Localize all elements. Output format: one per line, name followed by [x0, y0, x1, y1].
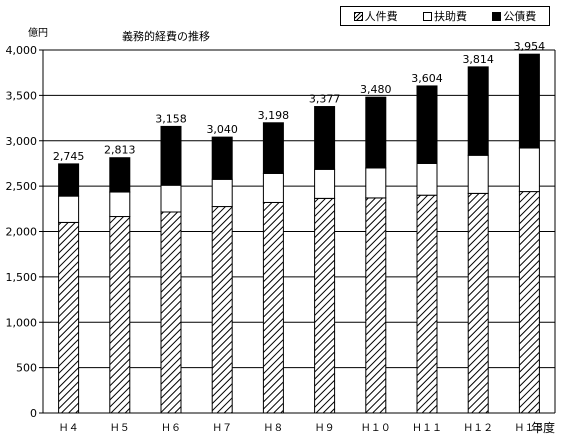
y-tick-label: 500 — [16, 362, 37, 375]
bar-segment-debt — [467, 66, 489, 156]
bar-segment-personnel — [314, 197, 336, 414]
total-data-label: 3,377 — [309, 93, 341, 106]
x-tick-label: Ｈ８ — [263, 423, 283, 434]
total-data-label: 3,158 — [155, 112, 187, 125]
bar-segment-assistance — [365, 167, 387, 199]
bar-segment-personnel — [365, 197, 387, 414]
x-tick-label: Ｈ７ — [212, 423, 232, 434]
x-tick-label: Ｈ４ — [59, 423, 79, 434]
y-tick-label: 3,500 — [6, 89, 38, 102]
chart-title: 義務的経費の推移 — [122, 30, 210, 43]
bar-segment-debt — [365, 96, 387, 169]
bar-segment-debt — [211, 136, 233, 180]
bar-segment-assistance — [467, 154, 489, 194]
bar-segment-personnel — [262, 201, 284, 414]
bar-segment-personnel — [109, 216, 131, 414]
legend-item-assistance: 扶助費 — [422, 8, 467, 24]
y-tick-label: 1,500 — [6, 271, 38, 284]
total-data-label: 3,198 — [258, 109, 290, 122]
y-tick-label: 0 — [30, 407, 37, 420]
bar-segment-personnel — [518, 191, 540, 414]
bars — [58, 53, 540, 414]
bar-segment-assistance — [416, 162, 438, 196]
bar-segment-assistance — [160, 184, 182, 213]
y-tick-label: 1,000 — [6, 316, 38, 329]
x-axis-unit-label: 年度 — [531, 421, 556, 435]
x-tick-label: Ｈ５ — [110, 423, 130, 434]
legend-item-debt: 公債費 — [492, 8, 536, 24]
total-data-label: 2,813 — [104, 144, 136, 157]
bar-segment-personnel — [160, 211, 182, 414]
legend: 人件費 扶助費 公債費 — [340, 6, 550, 26]
total-data-label: 3,814 — [462, 53, 494, 66]
x-tick-label: Ｈ６ — [161, 423, 181, 434]
y-axis-unit-label: 億円 — [28, 28, 48, 39]
bar-segment-debt — [314, 106, 336, 170]
total-data-label: 3,040 — [206, 123, 238, 136]
bar-segment-assistance — [58, 195, 80, 223]
total-data-label: 2,745 — [53, 150, 85, 163]
bar-segment-assistance — [314, 168, 336, 199]
total-data-label: 3,480 — [360, 83, 392, 96]
labels: 0 500 1,000 1,500 2,000 2,500 3,000 3,500 4,000 2… — [6, 40, 546, 434]
x-tick-label: Ｈ１２ — [463, 423, 493, 434]
y-tick-label: 3,000 — [6, 135, 38, 148]
bar-segment-assistance — [262, 172, 284, 203]
legend-label-personnel: 人件費 — [364, 10, 398, 23]
bar-segment-personnel — [211, 206, 233, 414]
white-swatch-icon — [422, 11, 432, 21]
black-swatch-icon — [492, 11, 502, 21]
y-tick-label: 4,000 — [6, 44, 38, 57]
total-data-label: 3,604 — [411, 72, 443, 85]
legend-label-debt: 公債費 — [503, 10, 537, 23]
x-tick-label: Ｈ９ — [315, 423, 335, 434]
bar-segment-debt — [262, 122, 284, 174]
bar-segment-personnel — [467, 192, 489, 414]
bar-segment-debt — [518, 53, 540, 149]
x-tick-label: Ｈ１３ — [514, 423, 544, 434]
hatch-swatch-icon — [353, 11, 363, 21]
legend-item-personnel: 人件費 — [353, 8, 398, 24]
bar-segment-assistance — [518, 147, 540, 193]
legend-label-assistance: 扶助費 — [433, 10, 467, 23]
bar-segment-assistance — [109, 191, 131, 218]
total-data-label: 3,954 — [514, 40, 546, 53]
x-tick-label: Ｈ１０ — [361, 423, 391, 434]
bar-segment-personnel — [58, 221, 80, 414]
bar-segment-debt — [416, 85, 438, 164]
y-tick-label: 2,500 — [6, 180, 38, 193]
bar-segment-personnel — [416, 194, 438, 414]
bar-segment-debt — [58, 163, 80, 197]
bar-segment-debt — [109, 157, 131, 193]
x-tick-label: Ｈ１１ — [412, 423, 442, 434]
y-tick-label: 2,000 — [6, 226, 38, 239]
bar-segment-debt — [160, 125, 182, 186]
bar-segment-assistance — [211, 178, 233, 208]
